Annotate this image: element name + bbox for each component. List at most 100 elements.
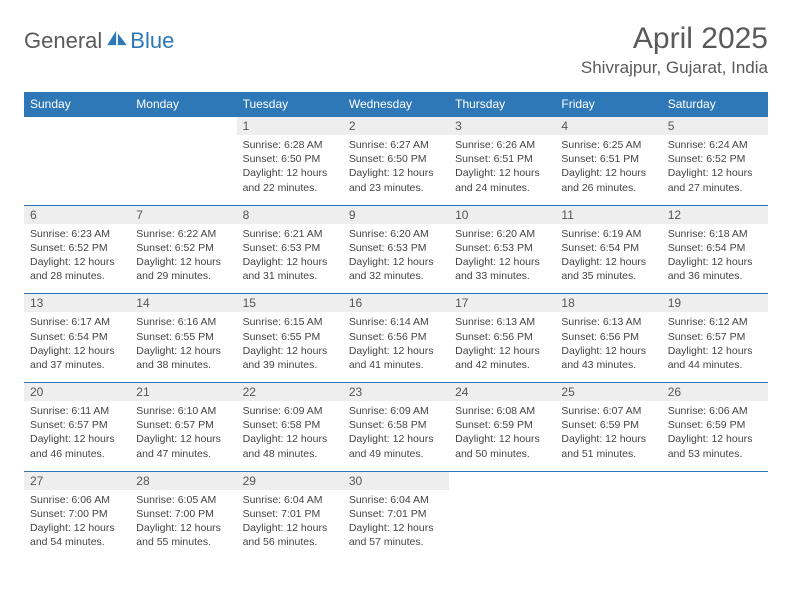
day-detail-line: and 36 minutes. xyxy=(668,269,762,283)
day-detail-line: and 32 minutes. xyxy=(349,269,443,283)
day-detail-cell xyxy=(555,490,661,560)
day-number-cell: 21 xyxy=(130,383,236,402)
day-number-cell: 10 xyxy=(449,205,555,224)
week-4-detail-row: Sunrise: 6:06 AMSunset: 7:00 PMDaylight:… xyxy=(24,490,768,560)
day-detail-cell xyxy=(24,135,130,205)
day-detail-line: Sunset: 6:57 PM xyxy=(668,330,762,344)
day-detail-line: Sunset: 6:52 PM xyxy=(668,152,762,166)
day-detail-line: and 22 minutes. xyxy=(243,181,337,195)
day-detail-line: Sunset: 6:55 PM xyxy=(136,330,230,344)
day-detail-line: Sunset: 6:57 PM xyxy=(136,418,230,432)
day-detail-cell: Sunrise: 6:13 AMSunset: 6:56 PMDaylight:… xyxy=(449,312,555,382)
day-detail-line: Daylight: 12 hours xyxy=(136,255,230,269)
day-detail-line: Daylight: 12 hours xyxy=(455,166,549,180)
day-detail-line: Sunset: 6:59 PM xyxy=(561,418,655,432)
day-detail-line: and 51 minutes. xyxy=(561,447,655,461)
day-number-cell: 28 xyxy=(130,471,236,490)
day-detail-cell: Sunrise: 6:10 AMSunset: 6:57 PMDaylight:… xyxy=(130,401,236,471)
day-detail-cell: Sunrise: 6:19 AMSunset: 6:54 PMDaylight:… xyxy=(555,224,661,294)
week-0-detail-row: Sunrise: 6:28 AMSunset: 6:50 PMDaylight:… xyxy=(24,135,768,205)
day-header-row: SundayMondayTuesdayWednesdayThursdayFrid… xyxy=(24,92,768,117)
day-number-cell: 12 xyxy=(662,205,768,224)
day-detail-line: Sunset: 7:00 PM xyxy=(136,507,230,521)
day-detail-line: and 29 minutes. xyxy=(136,269,230,283)
day-number-cell xyxy=(555,471,661,490)
location-text: Shivrajpur, Gujarat, India xyxy=(581,58,768,78)
day-detail-line: and 53 minutes. xyxy=(668,447,762,461)
day-detail-line: Sunset: 6:55 PM xyxy=(243,330,337,344)
day-detail-line: Sunrise: 6:28 AM xyxy=(243,138,337,152)
day-detail-line: and 26 minutes. xyxy=(561,181,655,195)
day-detail-line: Sunrise: 6:18 AM xyxy=(668,227,762,241)
day-detail-line: Daylight: 12 hours xyxy=(30,255,124,269)
day-detail-line: and 28 minutes. xyxy=(30,269,124,283)
day-detail-line: Sunset: 6:58 PM xyxy=(349,418,443,432)
day-detail-line: Sunset: 6:56 PM xyxy=(455,330,549,344)
week-0-daynum-row: 12345 xyxy=(24,117,768,136)
day-detail-line: Daylight: 12 hours xyxy=(243,432,337,446)
day-detail-line: and 47 minutes. xyxy=(136,447,230,461)
day-detail-line: and 55 minutes. xyxy=(136,535,230,549)
day-detail-line: and 24 minutes. xyxy=(455,181,549,195)
logo-sail-icon xyxy=(106,30,128,46)
day-header-saturday: Saturday xyxy=(662,92,768,117)
day-number-cell: 20 xyxy=(24,383,130,402)
day-detail-line: Sunset: 6:54 PM xyxy=(561,241,655,255)
day-detail-cell: Sunrise: 6:15 AMSunset: 6:55 PMDaylight:… xyxy=(237,312,343,382)
day-detail-line: Sunset: 6:51 PM xyxy=(455,152,549,166)
day-detail-cell: Sunrise: 6:26 AMSunset: 6:51 PMDaylight:… xyxy=(449,135,555,205)
day-detail-line: Daylight: 12 hours xyxy=(349,166,443,180)
day-detail-line: and 31 minutes. xyxy=(243,269,337,283)
day-detail-line: Daylight: 12 hours xyxy=(455,255,549,269)
day-detail-line: Sunset: 6:59 PM xyxy=(668,418,762,432)
day-detail-line: Daylight: 12 hours xyxy=(561,432,655,446)
day-detail-line: Sunrise: 6:13 AM xyxy=(455,315,549,329)
day-detail-line: Daylight: 12 hours xyxy=(349,432,443,446)
day-detail-cell: Sunrise: 6:20 AMSunset: 6:53 PMDaylight:… xyxy=(343,224,449,294)
day-detail-line: Sunset: 6:58 PM xyxy=(243,418,337,432)
day-detail-line: Daylight: 12 hours xyxy=(668,432,762,446)
day-detail-line: and 23 minutes. xyxy=(349,181,443,195)
day-detail-cell: Sunrise: 6:04 AMSunset: 7:01 PMDaylight:… xyxy=(237,490,343,560)
day-detail-line: and 49 minutes. xyxy=(349,447,443,461)
day-number-cell: 24 xyxy=(449,383,555,402)
day-number-cell: 25 xyxy=(555,383,661,402)
day-detail-cell: Sunrise: 6:23 AMSunset: 6:52 PMDaylight:… xyxy=(24,224,130,294)
day-detail-line: Sunrise: 6:21 AM xyxy=(243,227,337,241)
day-detail-line: Daylight: 12 hours xyxy=(561,166,655,180)
day-detail-line: Sunrise: 6:26 AM xyxy=(455,138,549,152)
day-detail-line: Sunrise: 6:23 AM xyxy=(30,227,124,241)
day-detail-line: Sunset: 6:53 PM xyxy=(243,241,337,255)
day-detail-line: Sunrise: 6:19 AM xyxy=(561,227,655,241)
week-2-detail-row: Sunrise: 6:17 AMSunset: 6:54 PMDaylight:… xyxy=(24,312,768,382)
day-header-thursday: Thursday xyxy=(449,92,555,117)
day-detail-line: Daylight: 12 hours xyxy=(668,255,762,269)
day-detail-line: Sunset: 6:52 PM xyxy=(136,241,230,255)
day-number-cell: 14 xyxy=(130,294,236,313)
day-detail-line: Sunrise: 6:08 AM xyxy=(455,404,549,418)
day-detail-line: Sunset: 6:53 PM xyxy=(455,241,549,255)
day-detail-cell: Sunrise: 6:22 AMSunset: 6:52 PMDaylight:… xyxy=(130,224,236,294)
day-detail-cell: Sunrise: 6:08 AMSunset: 6:59 PMDaylight:… xyxy=(449,401,555,471)
logo-text-blue: Blue xyxy=(130,28,174,54)
day-detail-cell: Sunrise: 6:28 AMSunset: 6:50 PMDaylight:… xyxy=(237,135,343,205)
day-detail-line: Daylight: 12 hours xyxy=(136,432,230,446)
day-number-cell: 27 xyxy=(24,471,130,490)
day-detail-line: Sunrise: 6:10 AM xyxy=(136,404,230,418)
day-detail-line: and 33 minutes. xyxy=(455,269,549,283)
day-detail-line: and 39 minutes. xyxy=(243,358,337,372)
day-detail-cell: Sunrise: 6:16 AMSunset: 6:55 PMDaylight:… xyxy=(130,312,236,382)
day-detail-line: and 44 minutes. xyxy=(668,358,762,372)
day-number-cell: 15 xyxy=(237,294,343,313)
day-number-cell: 26 xyxy=(662,383,768,402)
day-detail-cell: Sunrise: 6:17 AMSunset: 6:54 PMDaylight:… xyxy=(24,312,130,382)
day-detail-line: Sunrise: 6:06 AM xyxy=(668,404,762,418)
day-detail-line: Daylight: 12 hours xyxy=(455,344,549,358)
day-detail-cell: Sunrise: 6:25 AMSunset: 6:51 PMDaylight:… xyxy=(555,135,661,205)
day-number-cell: 23 xyxy=(343,383,449,402)
day-detail-cell: Sunrise: 6:12 AMSunset: 6:57 PMDaylight:… xyxy=(662,312,768,382)
day-detail-line: Daylight: 12 hours xyxy=(668,344,762,358)
day-detail-line: Sunrise: 6:13 AM xyxy=(561,315,655,329)
day-detail-line: Sunset: 6:51 PM xyxy=(561,152,655,166)
day-number-cell: 6 xyxy=(24,205,130,224)
